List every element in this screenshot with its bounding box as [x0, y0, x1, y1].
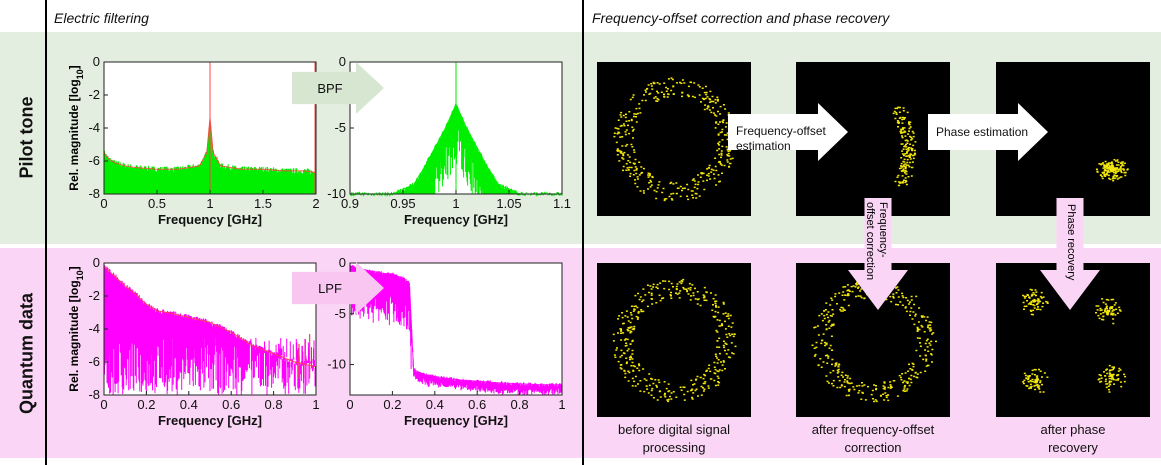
y-tick-label: 0 — [339, 54, 346, 69]
caption-line: recovery — [1048, 440, 1098, 455]
y-tick-label: -4 — [88, 321, 100, 336]
constellation-points — [1095, 159, 1129, 182]
x-tick-label: 1.1 — [553, 196, 571, 211]
ylabel-subscript: 10 — [75, 69, 85, 79]
series-line — [349, 265, 562, 386]
x-tick-label: 0 — [100, 196, 107, 211]
x-tick-label: 1.05 — [496, 196, 521, 211]
series-line — [103, 265, 317, 368]
x-tick-label: 0.6 — [468, 397, 486, 412]
x-tick-label: 1 — [312, 397, 319, 412]
lpf-arrow — [292, 262, 384, 314]
y-tick-label: 0 — [339, 255, 346, 270]
y-tick-label: -4 — [88, 120, 100, 135]
phase-recovery-arrow — [1040, 198, 1100, 310]
lpf-label: LPF — [318, 281, 342, 296]
y-axis-label: Rel. magnitude [log10] — [67, 266, 85, 391]
constellation-points — [612, 278, 737, 403]
constellation-bg — [597, 62, 751, 216]
y-tick-label: -2 — [88, 288, 100, 303]
y-tick-label: -8 — [88, 387, 100, 402]
x-axis-label: Frequency [GHz] — [158, 212, 262, 227]
x-tick-label: 0.9 — [341, 196, 359, 211]
phase-estimation-arrow — [928, 103, 1048, 161]
fo-correction-label-2: offset correction — [864, 202, 876, 280]
fo-estimation-label-1: Frequency-offset — [736, 124, 826, 138]
y-tick-label: -6 — [88, 354, 100, 369]
constellation-points — [892, 106, 917, 187]
caption-line: after phase — [1040, 422, 1105, 437]
constellation-quantum-1: before digital signal processing — [597, 263, 751, 455]
x-tick-label: 0 — [346, 397, 353, 412]
y-tick-label: -6 — [88, 153, 100, 168]
constellation-quantum-2: after frequency-offset correction — [796, 263, 950, 455]
x-tick-label: 2 — [312, 196, 319, 211]
x-axis-label: Frequency [GHz] — [158, 413, 262, 428]
x-tick-label: 0.4 — [426, 397, 444, 412]
chart-pilot-full: 0 0.5 1 1.5 2 0 -2 -4 -6 -8 Frequency [GHz] Rel. ma… — [67, 54, 320, 227]
y-tick-label: -10 — [327, 186, 346, 201]
x-tick-label: 0.5 — [148, 196, 166, 211]
phase-recovery-label: Phase recovery — [1065, 204, 1077, 281]
x-tick-label: 0 — [100, 397, 107, 412]
fo-estimation-label-2: estimation — [736, 139, 791, 153]
chart-pilot-zoom: 0.9 0.95 1 1.05 1.1 0 -5 -10 Frequency [GHz] — [327, 54, 571, 227]
bpf-arrow — [292, 62, 384, 114]
constellation-points — [613, 77, 738, 202]
constellation-pilot-1 — [597, 62, 751, 216]
chart-quantum-filtered: 0 0.2 0.4 0.6 0.8 1 0 -5 -10 Frequency [GHz] — [327, 255, 565, 428]
y-tick-label: -10 — [327, 357, 346, 372]
x-tick-label: 0.95 — [390, 196, 415, 211]
header-electric-filtering: Electric filtering — [54, 10, 149, 26]
x-tick-label: 1 — [452, 196, 459, 211]
x-tick-label: 1 — [558, 397, 565, 412]
y-tick-label: -5 — [334, 120, 346, 135]
x-tick-label: 0.2 — [137, 397, 155, 412]
left-divider — [45, 0, 47, 465]
caption-line: correction — [844, 440, 901, 455]
x-tick-label: 0.4 — [180, 397, 198, 412]
x-tick-label: 0.8 — [265, 397, 283, 412]
plot-frame — [349, 262, 563, 396]
ylabel-subscript: 10 — [75, 270, 85, 280]
x-tick-label: 0.2 — [383, 397, 401, 412]
y-tick-label: -8 — [88, 186, 100, 201]
x-axis-label: Frequency [GHz] — [404, 413, 508, 428]
bpf-label: BPF — [317, 81, 342, 96]
header-fo-correction: Frequency-offset correction and phase re… — [592, 10, 890, 26]
middle-divider — [582, 0, 584, 465]
y-axis-label: Rel. magnitude [log10] — [67, 65, 85, 190]
y-tick-label: 0 — [93, 255, 100, 270]
fo-correction-arrow — [848, 198, 908, 310]
phase-estimation-label: Phase estimation — [936, 125, 1028, 139]
y-tick-label: 0 — [93, 54, 100, 69]
fo-correction-label-1: Frequency- — [877, 202, 889, 258]
x-tick-label: 0.8 — [511, 397, 529, 412]
fo-estimation-arrow — [728, 103, 848, 161]
x-tick-label: 1 — [206, 196, 213, 211]
x-tick-label: 0.6 — [222, 397, 240, 412]
caption-line: processing — [643, 440, 706, 455]
caption-line: after frequency-offset — [812, 422, 935, 437]
y-tick-label: -5 — [334, 306, 346, 321]
x-axis-label: Frequency [GHz] — [404, 212, 508, 227]
x-tick-label: 1.5 — [254, 196, 272, 211]
y-tick-label: -2 — [88, 87, 100, 102]
caption-line: before digital signal — [618, 422, 730, 437]
constellation-quantum-3: after phase recovery — [996, 263, 1150, 455]
